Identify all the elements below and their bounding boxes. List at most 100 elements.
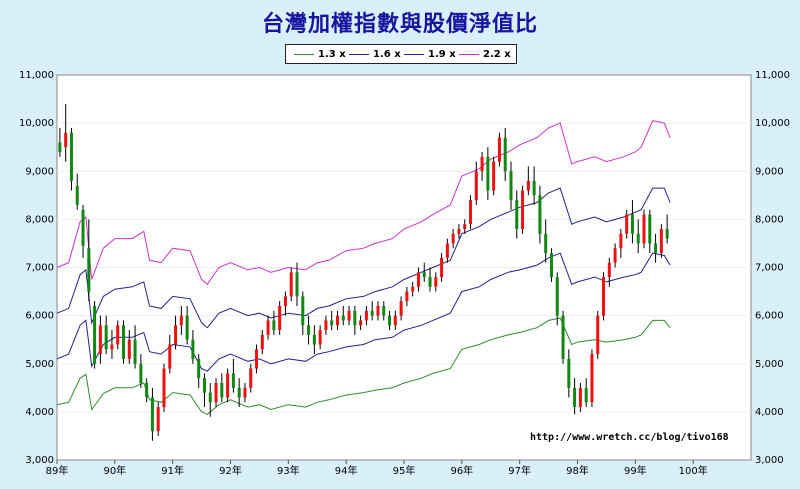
candle-body	[93, 306, 97, 364]
x-tick-label: 90年	[103, 464, 126, 477]
candle-body	[607, 262, 611, 278]
url-annotation: http://www.wretch.cc/blog/tivo168	[530, 431, 729, 443]
candle-body	[197, 358, 201, 379]
candle-body	[492, 161, 496, 191]
y-tick-label-right: 11,000	[755, 70, 790, 81]
y-tick-label-left: 11,000	[19, 70, 54, 81]
candle-body	[69, 132, 73, 181]
candle-body	[220, 383, 224, 398]
candle-body	[318, 330, 322, 345]
candle-body	[133, 339, 137, 364]
candle-body	[555, 277, 559, 316]
y-tick-label-left: 7,000	[25, 263, 54, 274]
candle-body	[214, 383, 218, 403]
candle-body	[289, 272, 293, 297]
candle-body	[573, 387, 577, 408]
legend-swatch-2-2x	[459, 53, 479, 55]
candle-body	[87, 248, 91, 292]
candle-body	[457, 229, 461, 234]
candle-body	[347, 310, 351, 321]
legend-swatch-1-6x	[349, 53, 369, 55]
candle-body	[283, 296, 287, 306]
candle-body	[578, 387, 582, 408]
y-tick-label-right: 7,000	[755, 263, 784, 274]
candle-body	[255, 349, 259, 369]
y-tick-label-left: 3,000	[25, 455, 54, 466]
y-tick-label-right: 3,000	[755, 455, 784, 466]
y-tick-label-right: 10,000	[755, 118, 790, 129]
candle-body	[509, 171, 513, 201]
y-tick-label-right: 4,000	[755, 407, 784, 418]
candle-body	[422, 272, 426, 278]
candle-body	[625, 214, 629, 234]
candle-body	[411, 286, 415, 292]
candle-body	[602, 277, 606, 316]
chart-title: 台灣加權指數與股價淨值比	[261, 12, 538, 37]
candle-body	[98, 325, 102, 355]
legend-label-1-3x: 1.3 x	[318, 48, 346, 60]
candle-body	[174, 325, 178, 345]
candle-body	[642, 214, 646, 244]
y-tick-label-left: 5,000	[25, 359, 54, 370]
candle-body	[521, 190, 525, 229]
candle-body	[122, 325, 126, 359]
series-line-0	[56, 317, 671, 415]
candle-body	[145, 383, 149, 398]
candle-body	[185, 315, 189, 340]
legend-swatch-1-3x	[294, 53, 314, 55]
y-tick-label-right: 8,000	[755, 214, 784, 225]
candle-body	[544, 233, 548, 254]
candle-body	[503, 137, 507, 172]
y-tick-label-left: 10,000	[19, 118, 54, 129]
legend-item-1-9x: 1.9 x	[404, 47, 456, 61]
candle-body	[179, 315, 183, 326]
candle-body	[584, 387, 588, 403]
candle-body	[364, 310, 368, 321]
candle-body	[127, 339, 131, 359]
series-line-3	[56, 120, 671, 286]
y-tick-label-left: 8,000	[25, 214, 54, 225]
candle-body	[469, 200, 473, 225]
candle-body	[596, 315, 600, 355]
x-tick-label: 99年	[624, 464, 647, 477]
candle-body	[110, 344, 114, 350]
x-tick-label: 97年	[508, 464, 531, 477]
candle-body	[307, 325, 311, 335]
candle-body	[532, 180, 536, 196]
candle-body	[654, 243, 658, 254]
candle-body	[226, 373, 230, 398]
candle-body	[486, 156, 490, 191]
candle-body	[630, 214, 634, 234]
candle-body	[561, 315, 565, 359]
candle-body	[463, 224, 467, 229]
candle-body	[353, 310, 357, 326]
x-tick-label: 94年	[335, 464, 358, 477]
candle-body	[312, 334, 316, 345]
candle-body	[665, 229, 669, 239]
candle-body	[81, 209, 85, 246]
series-line-2	[56, 187, 671, 329]
legend: 1.3 x 1.6 x 1.9 x 2.2 x	[285, 44, 517, 64]
candle-body	[335, 315, 339, 326]
candle-body	[416, 272, 420, 287]
candle-body	[659, 229, 663, 254]
legend-label-2-2x: 2.2 x	[483, 48, 511, 60]
candle-body	[405, 291, 409, 302]
candle-body	[526, 180, 530, 191]
candle-body	[150, 397, 154, 432]
candle-body	[168, 344, 172, 369]
candle-body	[295, 272, 299, 297]
candle-body	[278, 306, 282, 331]
candle-body	[434, 277, 438, 287]
candle-body	[301, 296, 305, 326]
y-tick-label-right: 9,000	[755, 166, 784, 177]
legend-item-1-6x: 1.6 x	[349, 47, 401, 61]
candle-body	[428, 277, 432, 287]
candle-body	[445, 243, 449, 258]
legend-item-2-2x: 2.2 x	[459, 47, 511, 61]
x-tick-label: 96年	[450, 464, 473, 477]
candle-body	[648, 214, 652, 244]
series-line-1	[56, 252, 671, 372]
x-tick-label: 91年	[161, 464, 184, 477]
